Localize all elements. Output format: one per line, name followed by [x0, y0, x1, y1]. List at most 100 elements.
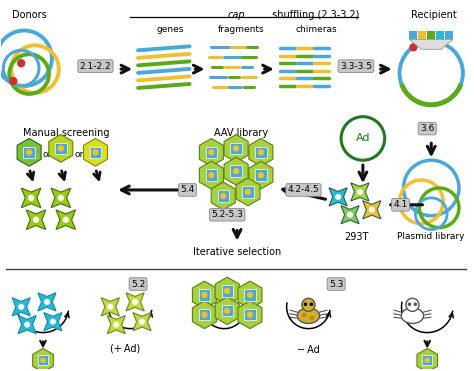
Polygon shape: [38, 355, 48, 365]
Polygon shape: [236, 178, 260, 206]
Polygon shape: [49, 135, 73, 162]
Polygon shape: [255, 170, 266, 181]
Circle shape: [310, 316, 314, 321]
Polygon shape: [230, 165, 242, 177]
Polygon shape: [23, 147, 35, 158]
Circle shape: [114, 322, 118, 327]
Circle shape: [370, 207, 374, 212]
Text: genes: genes: [156, 24, 183, 33]
Circle shape: [225, 289, 230, 293]
Circle shape: [258, 150, 264, 155]
Circle shape: [19, 305, 24, 309]
Polygon shape: [51, 188, 71, 208]
Circle shape: [63, 217, 68, 222]
Text: − Ad: − Ad: [297, 345, 320, 355]
Text: Ad: Ad: [356, 134, 370, 144]
Circle shape: [234, 146, 238, 151]
Circle shape: [357, 190, 362, 194]
Text: 2.1-2.2: 2.1-2.2: [80, 62, 111, 70]
Circle shape: [348, 213, 352, 217]
Text: Plasmid library: Plasmid library: [398, 232, 465, 240]
Ellipse shape: [401, 308, 424, 324]
Polygon shape: [215, 277, 239, 305]
Polygon shape: [55, 143, 66, 154]
Text: shuffling (2.3-3.2): shuffling (2.3-3.2): [269, 10, 359, 20]
Circle shape: [310, 302, 313, 306]
Polygon shape: [242, 186, 254, 198]
Polygon shape: [244, 309, 255, 321]
Polygon shape: [90, 147, 101, 158]
Circle shape: [18, 60, 25, 67]
Polygon shape: [249, 161, 273, 189]
Polygon shape: [224, 135, 248, 162]
Circle shape: [234, 169, 238, 174]
Circle shape: [58, 146, 64, 151]
Text: AAV library: AAV library: [214, 128, 268, 138]
Text: chimeras: chimeras: [295, 24, 337, 33]
Text: Iterative selection: Iterative selection: [193, 247, 281, 257]
Circle shape: [58, 196, 64, 200]
Circle shape: [221, 193, 226, 198]
Circle shape: [246, 190, 250, 194]
Polygon shape: [218, 190, 229, 201]
Polygon shape: [199, 289, 210, 301]
Text: Recipient: Recipient: [411, 10, 457, 20]
Polygon shape: [192, 281, 217, 309]
Polygon shape: [417, 348, 438, 371]
Polygon shape: [17, 138, 41, 166]
Polygon shape: [422, 355, 432, 365]
FancyBboxPatch shape: [445, 32, 453, 39]
FancyBboxPatch shape: [436, 32, 444, 39]
Text: or: or: [42, 150, 52, 159]
Circle shape: [25, 322, 29, 327]
Polygon shape: [211, 182, 235, 210]
Circle shape: [258, 173, 264, 178]
Polygon shape: [33, 348, 53, 371]
Polygon shape: [351, 183, 369, 201]
Text: Donors: Donors: [12, 10, 46, 20]
Circle shape: [209, 150, 214, 155]
Text: 3.6: 3.6: [420, 124, 435, 133]
Polygon shape: [44, 313, 62, 331]
Polygon shape: [238, 281, 262, 309]
Text: 3.3-3.5: 3.3-3.5: [340, 62, 372, 70]
Circle shape: [425, 358, 429, 362]
Circle shape: [28, 196, 34, 200]
Text: fragments: fragments: [218, 24, 264, 33]
Circle shape: [304, 302, 307, 306]
Circle shape: [27, 150, 32, 155]
Circle shape: [93, 150, 98, 155]
Polygon shape: [215, 297, 239, 325]
Polygon shape: [18, 316, 36, 334]
Text: 5.2: 5.2: [131, 279, 145, 289]
Polygon shape: [255, 147, 266, 158]
Circle shape: [202, 312, 207, 317]
Text: 4.2-4.5: 4.2-4.5: [288, 186, 319, 194]
Polygon shape: [410, 39, 453, 49]
Polygon shape: [83, 138, 108, 166]
Text: cap: cap: [228, 10, 245, 20]
Text: (+ Ad): (+ Ad): [110, 344, 140, 354]
FancyBboxPatch shape: [410, 32, 418, 39]
Text: Manual screening: Manual screening: [23, 128, 109, 138]
Circle shape: [247, 292, 253, 298]
FancyBboxPatch shape: [427, 32, 435, 39]
Polygon shape: [200, 138, 223, 166]
Polygon shape: [12, 298, 30, 316]
Circle shape: [336, 194, 340, 199]
Text: 5.2-5.3: 5.2-5.3: [211, 210, 243, 219]
Circle shape: [408, 302, 411, 306]
Ellipse shape: [297, 308, 319, 324]
Polygon shape: [329, 188, 347, 206]
Circle shape: [406, 298, 419, 311]
Circle shape: [133, 299, 137, 304]
Circle shape: [41, 358, 45, 362]
Polygon shape: [21, 188, 41, 208]
Circle shape: [302, 298, 315, 311]
Circle shape: [209, 173, 214, 178]
Polygon shape: [126, 293, 144, 311]
Polygon shape: [56, 210, 75, 230]
Text: 5.3: 5.3: [329, 279, 343, 289]
Polygon shape: [200, 161, 223, 189]
Text: 4.1: 4.1: [393, 200, 408, 209]
